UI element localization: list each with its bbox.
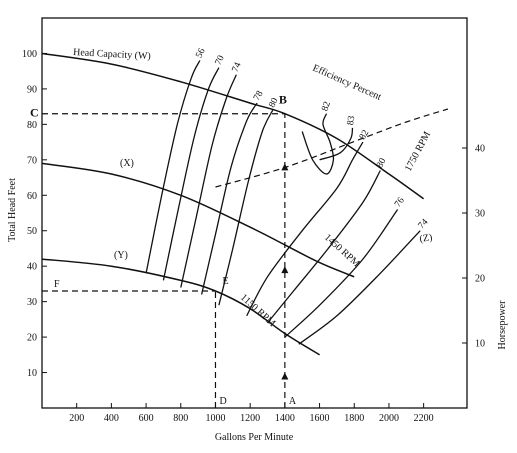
efficiency-label: 82: [358, 128, 372, 141]
point-label-f: F: [54, 279, 60, 290]
y-axis-title: Total Head Feet: [7, 178, 18, 242]
label-1450-rpm: 1450 RPM: [322, 232, 362, 269]
x-tick-label: 2200: [414, 413, 434, 424]
efficiency-contour: [301, 113, 335, 175]
axis-ticks: 200 400 600 800 1000 1200 1400 1600 1800 2000 2200…: [22, 49, 485, 424]
x-tick-label: 1400: [275, 413, 295, 424]
label-curve-y: (Y): [114, 250, 128, 261]
point-label-b: B: [279, 93, 287, 107]
efficiency-label: 76: [393, 196, 407, 210]
x-tick-label: 200: [69, 413, 84, 424]
y-tick-label: 10: [27, 368, 37, 379]
x-tick-label: 1600: [310, 413, 330, 424]
efficiency-label: 83: [346, 115, 357, 126]
efficiency-contour: [218, 109, 274, 306]
label-curve-x: (X): [120, 158, 134, 169]
efficiency-label: 80: [267, 96, 280, 109]
plot-frame: [41, 17, 468, 409]
y-tick-label: 20: [27, 333, 37, 344]
arrow-up-icon: [281, 372, 289, 380]
head-capacity-curve: [41, 258, 320, 356]
point-label-c: C: [30, 106, 39, 120]
efficiency-label: 74: [417, 217, 431, 231]
x-tick-label: 1000: [205, 413, 225, 424]
head-capacity-curve: [41, 52, 425, 200]
y2-tick-label: 30: [475, 209, 485, 220]
efficiency-contour: [246, 141, 364, 317]
y2-axis-title: Horsepower: [497, 300, 508, 350]
y-tick-label: 80: [27, 120, 37, 131]
y-tick-label: 50: [27, 226, 37, 237]
efficiency-contour: [298, 230, 421, 345]
y-tick-label: 100: [22, 49, 37, 60]
efficiency-label: 82: [321, 100, 334, 112]
y-tick-label: 70: [27, 155, 37, 166]
label-efficiency-percent: Efficiency Percent: [311, 63, 383, 103]
efficiency-contour: [200, 102, 258, 295]
y2-tick-label: 10: [475, 339, 485, 350]
efficiency-label: 80: [375, 157, 388, 170]
y2-tick-label: 20: [475, 274, 485, 285]
head-capacity-curve: [41, 162, 355, 278]
arrow-up-icon: [281, 266, 289, 274]
y-tick-label: 90: [27, 84, 37, 95]
y2-tick-label: 40: [475, 144, 485, 155]
efficiency-contour: [319, 127, 354, 161]
label-curve-z: (Z): [419, 232, 433, 245]
efficiency-contour: [145, 60, 201, 274]
efficiency-contour: [284, 209, 399, 338]
point-label-e: E: [222, 276, 228, 287]
efficiency-label: 78: [252, 89, 266, 102]
efficiency-label: 74: [231, 61, 244, 74]
y-tick-label: 40: [27, 262, 37, 273]
efficiency-label: 56: [195, 47, 208, 60]
x-axis-title: Gallons Per Minute: [215, 432, 294, 443]
y-tick-label: 60: [27, 191, 37, 202]
efficiency-label: 70: [214, 54, 227, 67]
x-tick-label: 1800: [344, 413, 364, 424]
x-tick-label: 800: [173, 413, 188, 424]
horsepower-curve-z: [215, 108, 449, 188]
efficiency-contour: [162, 67, 220, 281]
label-1750-rpm: 1750 RPM: [403, 130, 433, 174]
label-head-capacity-w: Head Capacity (W): [73, 47, 151, 62]
x-tick-label: 600: [139, 413, 154, 424]
point-label-a: A: [289, 396, 297, 407]
x-tick-label: 400: [104, 413, 119, 424]
x-tick-label: 1200: [240, 413, 260, 424]
labels: Total Head Feet Horsepower Gallons Per M…: [7, 47, 508, 443]
efficiency-contour: [180, 74, 237, 288]
label-1150-rpm: 1150 RPM: [238, 292, 278, 329]
y-tick-label: 30: [27, 297, 37, 308]
arrow-up-icon: [281, 163, 289, 171]
point-label-d: D: [219, 396, 226, 407]
x-tick-label: 2000: [379, 413, 399, 424]
